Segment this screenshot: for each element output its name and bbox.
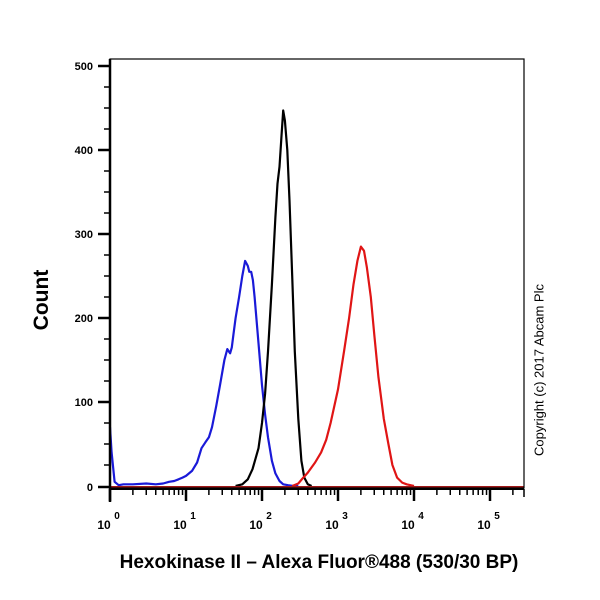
x-tick-label: 10: [173, 518, 187, 532]
series-2-curve: [291, 245, 415, 488]
y-axis-label: Count: [30, 269, 53, 331]
plot-frame: [108, 58, 525, 502]
y-tick-label: 200: [75, 313, 93, 325]
y-tick-label: 400: [75, 145, 93, 157]
x-tick-exponent: 2: [266, 511, 272, 522]
x-tick-label: 10: [97, 518, 111, 532]
series-0-curve: [108, 259, 299, 488]
x-tick-exponent: 4: [418, 511, 424, 522]
histogram-curves: [108, 109, 524, 488]
x-tick-label: 10: [249, 518, 263, 532]
y-tick-label: 500: [75, 61, 93, 73]
y-axis: 0 100 200 300 400 500: [75, 61, 110, 494]
copyright-notice: Copyright (c) 2017 Abcam Plc: [531, 284, 547, 456]
x-axis-label: Hexokinase II – Alexa Fluor®488 (530/30 …: [119, 552, 519, 573]
frame-rect: [109, 58, 525, 489]
x-tick-label: 10: [401, 518, 415, 532]
x-tick-label: 10: [477, 518, 491, 532]
x-tick-label: 10: [325, 518, 339, 532]
x-tick-exponent: 0: [114, 511, 120, 522]
x-tick-exponent: 5: [494, 511, 500, 522]
y-tick-label: 300: [75, 229, 93, 241]
x-tick-exponent: 3: [342, 511, 348, 522]
x-tick-exponent: 1: [190, 511, 196, 522]
series-1-curve: [235, 109, 313, 488]
y-tick-label: 100: [75, 397, 93, 409]
y-tick-label: 0: [87, 482, 93, 494]
